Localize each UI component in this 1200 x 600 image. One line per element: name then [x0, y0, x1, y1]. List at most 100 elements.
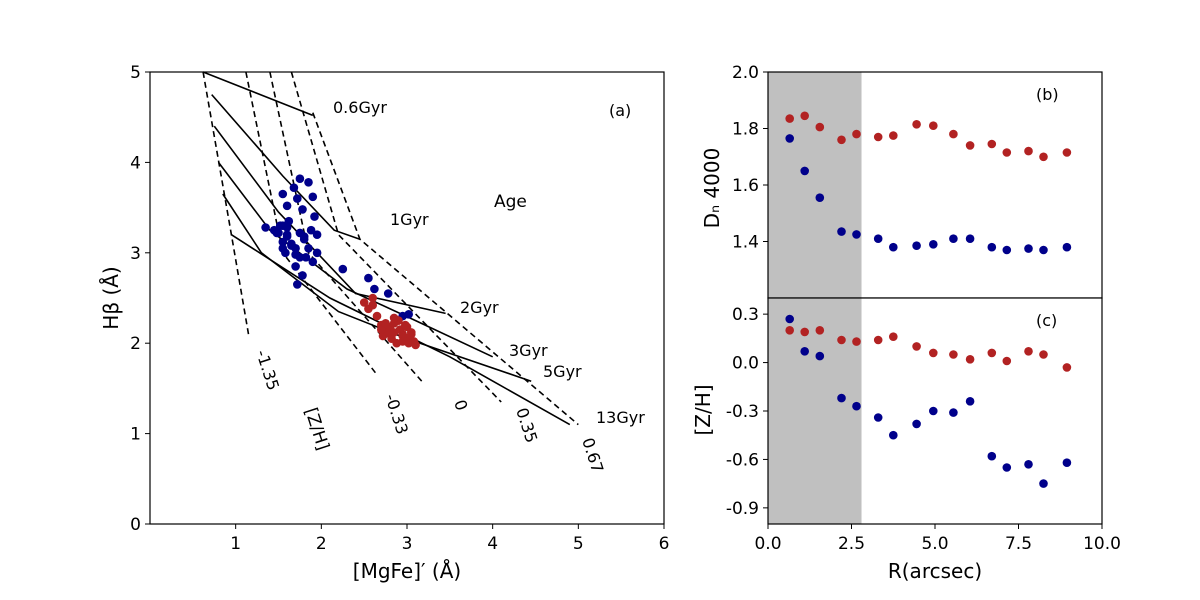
point-a-blue — [370, 284, 379, 294]
point-b-red — [815, 122, 825, 132]
point-c-blue — [1002, 463, 1012, 472]
tick-label-a-x: 4 — [487, 534, 498, 554]
point-c-blue — [800, 347, 809, 356]
point-b-red — [1002, 148, 1012, 157]
tick-label-a-x: 1 — [230, 534, 241, 554]
tick-label-a-x: 2 — [316, 534, 327, 554]
point-a-blue — [272, 228, 282, 238]
point-a-red — [389, 313, 399, 323]
point-a-blue — [261, 223, 270, 232]
point-c-red — [949, 350, 958, 359]
point-a-blue — [287, 241, 296, 250]
panel-c-shaded-region — [768, 298, 862, 524]
point-c-red — [912, 342, 921, 351]
point-c-red — [929, 348, 938, 358]
panel-a: 1 2 3 4 5 6 0 1 2 3 4 5 (a) Age 0.6Gyr 1Gyr 2Gyr 3G… — [99, 63, 669, 583]
panel-c-xlabel: R(arcsec) — [888, 559, 982, 583]
point-a-blue — [278, 189, 288, 199]
point-a-blue — [282, 201, 292, 211]
point-b-red — [1062, 148, 1072, 157]
point-c-red — [1039, 350, 1048, 359]
point-b-red — [873, 132, 883, 142]
point-a-red — [377, 325, 386, 334]
tick-label-c-y: -0.6 — [726, 450, 759, 470]
panel-c-label: (c) — [1036, 311, 1057, 330]
age-isochrone-5gyr — [222, 193, 532, 382]
point-c-red — [800, 327, 809, 337]
panel-c: -0.9 -0.6 -0.3 0.0 0.3 0.0 2.5 5.0 7.5 10.0 (c) R… — [691, 297, 1121, 583]
point-a-blue — [275, 221, 285, 230]
age-title: Age — [494, 192, 527, 212]
tick-label-b-y: 1.6 — [732, 176, 759, 196]
point-c-blue — [949, 408, 958, 417]
point-b-blue — [1062, 242, 1072, 252]
point-a-red — [359, 298, 369, 307]
point-c-blue — [912, 419, 921, 429]
point-c-red — [837, 335, 846, 345]
tick-label-c-x: 10.0 — [1083, 534, 1121, 554]
point-c-red — [785, 326, 794, 335]
point-a-blue — [298, 205, 307, 214]
point-a-blue — [301, 252, 311, 262]
point-a-blue — [291, 262, 300, 271]
metallicity-line-0-67 — [312, 112, 579, 426]
metallicity-line-0-35 — [290, 71, 502, 403]
point-b-blue — [815, 193, 825, 202]
point-b-blue — [949, 234, 958, 243]
point-a-blue — [282, 230, 292, 239]
tick-label-a-x: 6 — [659, 534, 670, 554]
point-b-red — [837, 135, 846, 145]
tick-label-c-x: 5.0 — [921, 534, 948, 554]
point-c-red — [815, 326, 825, 335]
point-a-blue — [299, 234, 309, 244]
tick-label-a-y: 3 — [130, 244, 141, 264]
metallicity-line-m1-35 — [202, 71, 250, 335]
metallicity-line-0 — [269, 71, 425, 385]
point-c-blue — [815, 351, 825, 361]
point-c-blue — [852, 401, 861, 411]
point-b-blue — [873, 234, 883, 243]
point-b-blue — [785, 134, 794, 143]
point-c-blue — [1062, 458, 1072, 468]
point-a-red — [372, 311, 382, 321]
point-a-blue — [282, 223, 292, 232]
point-b-blue — [912, 241, 921, 250]
point-a-blue — [308, 192, 318, 202]
point-a-blue — [295, 252, 305, 262]
point-c-blue — [1039, 479, 1048, 488]
panel-a-label: (a) — [609, 101, 631, 120]
point-b-red — [785, 114, 794, 123]
point-a-blue — [404, 310, 414, 319]
point-b-red — [1039, 152, 1048, 162]
point-b-red — [800, 111, 809, 121]
point-c-blue — [837, 393, 846, 403]
point-a-blue — [304, 244, 313, 253]
panel-a-xlabel: [MgFe]′ (Å) — [353, 559, 461, 583]
point-a-red — [381, 319, 390, 328]
point-c-red — [873, 335, 883, 345]
age-isochrone-0-6gyr — [202, 71, 314, 117]
point-c-red — [1062, 363, 1072, 372]
point-b-blue — [1024, 244, 1033, 253]
point-b-red — [929, 121, 938, 130]
point-b-blue — [889, 242, 898, 252]
age-label-0-6gyr: 0.6Gyr — [333, 98, 387, 117]
point-c-blue — [987, 451, 997, 461]
panel-a-ylabel: Hβ (Å) — [99, 266, 123, 329]
point-a-blue — [278, 237, 288, 247]
point-b-red — [987, 139, 997, 149]
point-c-blue — [785, 314, 794, 324]
panel-b-shaded-region — [768, 72, 862, 298]
point-b-blue — [965, 234, 975, 243]
point-b-blue — [1002, 245, 1012, 255]
panel-a-plot-area — [150, 72, 664, 524]
point-b-blue — [800, 166, 809, 176]
panel-b: 1.4 1.6 1.8 2.0 (b) Dₙ 4000 — [700, 63, 1103, 303]
point-a-blue — [306, 225, 316, 235]
point-a-blue — [312, 248, 322, 258]
point-b-red — [889, 131, 898, 140]
point-c-blue — [965, 397, 975, 406]
point-a-blue — [310, 212, 319, 221]
tick-label-a-x: 5 — [573, 534, 584, 554]
point-a-red — [398, 337, 408, 346]
